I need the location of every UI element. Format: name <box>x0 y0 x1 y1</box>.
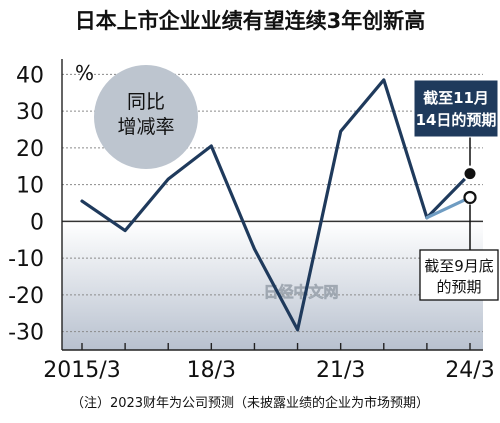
y-unit-label: % <box>75 61 94 85</box>
badge-label: 同比增减率 <box>117 91 174 138</box>
x-tick-label: 2015/3 <box>43 358 120 383</box>
forecast-line <box>425 171 472 220</box>
y-tick-label: -20 <box>8 284 44 309</box>
footnote: （注）2023财年为公司预测（未披露业绩的企业为市场预期） <box>71 395 429 411</box>
forecast-line <box>425 195 472 220</box>
y-tick-label: 20 <box>16 137 44 162</box>
watermark: 日经中文网 <box>263 283 338 301</box>
forecast-marker-filled <box>462 166 478 182</box>
y-tick-label: 10 <box>16 174 44 199</box>
x-tick-label: 24/3 <box>445 358 494 383</box>
y-tick-label: 40 <box>16 63 44 88</box>
y-tick-label: -10 <box>8 247 44 272</box>
forecast-marker-hollow <box>463 190 477 205</box>
badge-circle <box>94 65 198 169</box>
y-tick-label: 30 <box>16 100 44 125</box>
callout-box-2 <box>419 249 499 301</box>
callout-label-1: 截至11月 14日的预期 <box>416 89 497 129</box>
series-line <box>80 78 429 332</box>
y-tick-label: -30 <box>8 321 44 346</box>
plot-area: 40 30 20 10 0 -10 -20 -30 2015/3 18/3 21/3 24/3 同比增减… <box>8 59 499 383</box>
x-tick-label: 18/3 <box>187 358 236 383</box>
callout-box-1 <box>413 79 499 138</box>
x-tick-label: 21/3 <box>316 358 365 383</box>
callout-label-2: 截至9月底的预期 <box>424 257 494 296</box>
chart-title: 日本上市企业业绩有望连续3年创新高 <box>75 9 426 33</box>
y-tick-label: 0 <box>30 210 44 235</box>
